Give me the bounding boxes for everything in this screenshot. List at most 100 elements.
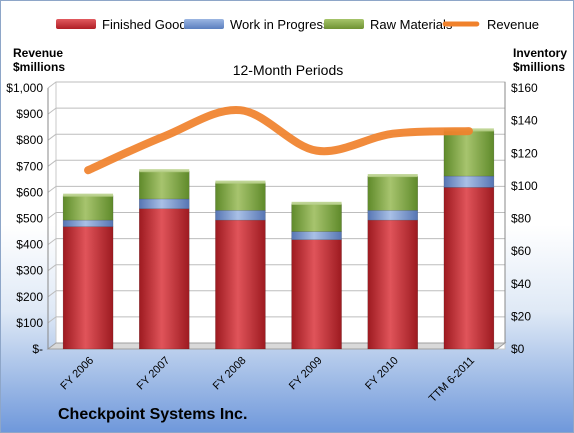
left-tick-label: $100 xyxy=(16,316,43,330)
gridline-depth xyxy=(47,290,57,298)
legend-swatch-raw-materials xyxy=(324,19,364,29)
plot-area xyxy=(55,81,506,350)
left-tick-label: $- xyxy=(32,342,43,356)
bar-top-cap xyxy=(367,174,418,178)
left-axis-title: Revenue $millions xyxy=(13,46,65,74)
bar-work-in-progress-face xyxy=(215,210,266,221)
legend-swatch-revenue xyxy=(442,21,480,27)
bar-finished-goods-face xyxy=(62,226,114,350)
plot-floor xyxy=(46,342,507,350)
bar-raw-materials xyxy=(367,175,418,211)
bar-top-cap xyxy=(63,193,114,197)
revenue-line xyxy=(84,106,473,175)
bar-finished-goods xyxy=(443,187,495,350)
legend-label-work-in-progress: Work in Progress xyxy=(230,16,330,32)
right-tick-label: $20 xyxy=(511,309,531,323)
bar-finished-goods-face xyxy=(291,239,342,350)
company-name: Checkpoint Systems Inc. xyxy=(58,406,248,423)
bar-work-in-progress-face xyxy=(62,219,114,227)
gridline-depth xyxy=(47,107,57,115)
bar-top-cap xyxy=(215,180,266,184)
gridline-depth xyxy=(47,81,57,89)
left-tick-label: $900 xyxy=(16,107,43,121)
legend-label-revenue: Revenue xyxy=(487,16,540,32)
bar-finished-goods xyxy=(62,226,114,350)
left-tick-label: $400 xyxy=(16,238,43,252)
category-label: FY 2010 xyxy=(363,355,401,393)
gridline-depth xyxy=(47,238,57,246)
bar-work-in-progress xyxy=(443,175,495,188)
right-tick-label: $80 xyxy=(511,212,531,226)
category-label: FY 2008 xyxy=(211,355,249,393)
bar-work-in-progress-face xyxy=(139,198,190,209)
bar-raw-materials xyxy=(62,195,114,221)
bar-work-in-progress-face xyxy=(367,210,418,221)
bar-top-cap xyxy=(291,201,342,205)
bar-raw-materials xyxy=(291,203,342,232)
right-tick-label: $0 xyxy=(511,342,525,356)
left-tick-label: $300 xyxy=(16,264,43,278)
legend-item-finished-goods: Finished Goods xyxy=(56,14,193,34)
left-axis-title-line1: Revenue xyxy=(13,46,64,60)
chart-subtitle: 12-Month Periods xyxy=(232,62,344,78)
left-tick-label: $1,000 xyxy=(6,81,43,95)
bar-finished-goods-face xyxy=(443,187,495,350)
category-label: TTM 6-2011 xyxy=(427,355,477,405)
gridline-depth xyxy=(47,133,57,141)
legend-item-raw-materials: Raw Materials xyxy=(324,14,452,34)
gridline-depth xyxy=(47,185,57,193)
bar-finished-goods xyxy=(215,219,266,350)
bar-work-in-progress xyxy=(367,210,418,221)
bar-raw-materials-face xyxy=(367,175,418,211)
right-tick-label: $40 xyxy=(511,277,531,291)
bar-finished-goods xyxy=(139,208,190,350)
category-label: FY 2007 xyxy=(135,355,173,393)
bar-work-in-progress xyxy=(291,231,342,240)
category-label: FY 2009 xyxy=(287,355,325,393)
left-tick-label: $600 xyxy=(16,185,43,199)
legend-item-work-in-progress: Work in Progress xyxy=(184,14,329,34)
bar-top-cap xyxy=(139,169,190,173)
bar-work-in-progress xyxy=(215,210,266,221)
bar-finished-goods xyxy=(291,239,342,350)
bar-finished-goods-face xyxy=(139,208,190,350)
bar-raw-materials xyxy=(139,170,190,200)
bar-raw-materials-face xyxy=(291,203,342,232)
bar-finished-goods-face xyxy=(367,219,418,350)
legend-item-revenue: Revenue xyxy=(441,14,539,34)
left-axis-title-line2: $millions xyxy=(13,60,66,74)
category-label: FY 2006 xyxy=(58,355,96,393)
right-axis-title: Inventory $millions xyxy=(513,46,567,74)
bar-work-in-progress-face xyxy=(443,175,495,188)
bar-raw-materials-face xyxy=(215,182,266,211)
right-axis-title-line2: $millions xyxy=(513,60,566,74)
bar-finished-goods xyxy=(367,219,418,350)
left-tick-label: $200 xyxy=(16,290,43,304)
bar-raw-materials-face xyxy=(443,130,495,177)
right-axis-title-line1: Inventory xyxy=(513,46,568,60)
right-tick-label: $120 xyxy=(511,146,538,160)
bar-finished-goods-face xyxy=(215,219,266,350)
gridline-depth xyxy=(47,159,57,167)
gridline-depth xyxy=(47,212,57,219)
bar-raw-materials-face xyxy=(62,195,114,221)
right-tick-label: $60 xyxy=(511,244,531,258)
right-tick-label: $160 xyxy=(511,81,538,95)
right-tick-label: $140 xyxy=(511,114,538,128)
bar-raw-materials xyxy=(443,130,495,177)
legend-label-raw-materials: Raw Materials xyxy=(370,16,453,32)
legend-swatch-work-in-progress xyxy=(184,19,224,29)
left-tick-label: $500 xyxy=(16,212,43,226)
right-tick-label: $100 xyxy=(511,179,538,193)
legend: Finished Goods Work in Progress Raw Mate… xyxy=(1,14,573,34)
legend-label-finished-goods: Finished Goods xyxy=(102,16,194,32)
legend-swatch-finished-goods xyxy=(56,19,96,29)
bar-work-in-progress xyxy=(139,198,190,209)
left-tick-label: $800 xyxy=(16,133,43,147)
gridline-depth xyxy=(47,316,57,324)
left-tick-label: $700 xyxy=(16,159,43,173)
bar-work-in-progress xyxy=(62,219,114,227)
bar-work-in-progress-face xyxy=(291,231,342,240)
